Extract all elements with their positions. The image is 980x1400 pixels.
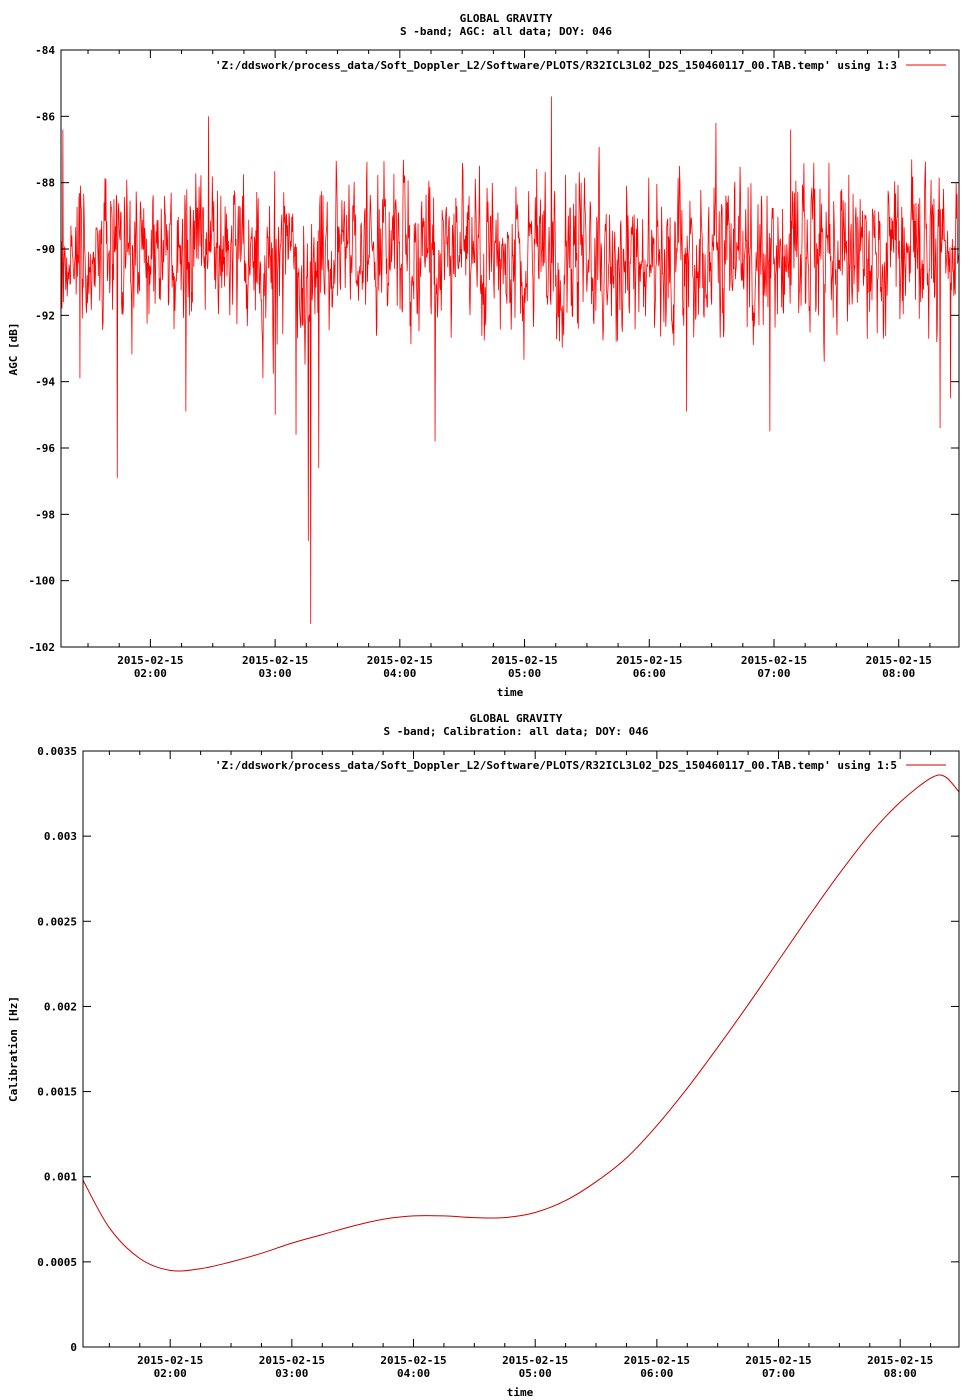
agc-x-tick-time: 08:00 xyxy=(882,667,915,680)
calibration-x-tick-date: 2015-02-15 xyxy=(745,1354,811,1367)
calibration-plot-frame xyxy=(82,750,960,1348)
calibration-x-tick-time: 08:00 xyxy=(884,1367,917,1380)
agc-chart-subtitle: S -band; AGC: all data; DOY: 046 xyxy=(400,25,612,38)
agc-x-tick-date: 2015-02-15 xyxy=(741,654,807,667)
calibration-y-tick-label: 0 xyxy=(70,1341,77,1354)
calibration-x-tick-date: 2015-02-15 xyxy=(137,1354,203,1367)
agc-y-tick-label: -84 xyxy=(35,44,55,57)
calibration-series-line xyxy=(82,774,960,1272)
calibration-x-tick-date: 2015-02-15 xyxy=(867,1354,933,1367)
calibration-x-tick-date: 2015-02-15 xyxy=(624,1354,690,1367)
agc-legend: 'Z:/ddswork/process_data/Soft_Doppler_L2… xyxy=(215,59,946,72)
calibration-x-tick-date: 2015-02-15 xyxy=(380,1354,446,1367)
agc-y-axis: -84 -86 -88 -90 -92 -94 -96 -98 -100 -102 xyxy=(29,44,959,654)
calibration-y-tick-label: 0.0005 xyxy=(37,1256,77,1269)
agc-y-tick-label: -102 xyxy=(29,641,56,654)
agc-y-tick-label: -90 xyxy=(35,243,55,256)
calibration-x-tick-time: 03:00 xyxy=(275,1367,308,1380)
agc-legend-label: 'Z:/ddswork/process_data/Soft_Doppler_L2… xyxy=(215,59,897,72)
agc-x-axis: 2015-02-1502:002015-02-1503:002015-02-15… xyxy=(87,50,932,680)
agc-y-tick-label: -88 xyxy=(35,177,55,190)
calibration-chart-subtitle: S -band; Calibration: all data; DOY: 046 xyxy=(384,725,649,738)
calibration-chart: GLOBAL GRAVITY S -band; Calibration: all… xyxy=(7,712,960,1399)
agc-x-tick-time: 03:00 xyxy=(259,667,292,680)
calibration-y-tick-label: 0.0015 xyxy=(37,1086,77,1099)
calibration-series-group xyxy=(82,774,960,1272)
agc-x-axis-label: time xyxy=(497,686,524,699)
agc-x-tick-time: 02:00 xyxy=(134,667,167,680)
agc-y-tick-label: -92 xyxy=(35,309,55,322)
calibration-x-axis-label: time xyxy=(507,1386,534,1399)
calibration-x-axis: 2015-02-1502:002015-02-1503:002015-02-15… xyxy=(108,751,933,1380)
calibration-x-tick-time: 05:00 xyxy=(519,1367,552,1380)
agc-y-tick-label: -96 xyxy=(35,442,55,455)
calibration-y-tick-label: 0.002 xyxy=(44,1000,77,1013)
agc-y-axis-label: AGC [dB] xyxy=(7,323,20,376)
agc-x-tick-time: 05:00 xyxy=(508,667,541,680)
calibration-y-tick-label: 0.003 xyxy=(44,830,77,843)
agc-x-tick-date: 2015-02-15 xyxy=(367,654,433,667)
calibration-y-axis-label: Calibration [Hz] xyxy=(7,996,20,1102)
agc-plot-frame xyxy=(60,49,960,648)
calibration-x-tick-time: 04:00 xyxy=(397,1367,430,1380)
calibration-y-tick-label: 0.001 xyxy=(44,1171,77,1184)
agc-y-tick-label: -86 xyxy=(35,110,55,123)
calibration-x-tick-time: 06:00 xyxy=(640,1367,673,1380)
calibration-y-tick-label: 0.0025 xyxy=(37,915,77,928)
agc-y-tick-label: -94 xyxy=(35,376,55,389)
agc-x-tick-date: 2015-02-15 xyxy=(491,654,557,667)
agc-chart-title: GLOBAL GRAVITY xyxy=(460,12,553,25)
agc-x-tick-date: 2015-02-15 xyxy=(866,654,932,667)
calibration-x-tick-date: 2015-02-15 xyxy=(502,1354,568,1367)
agc-chart: GLOBAL GRAVITY S -band; AGC: all data; D… xyxy=(7,12,960,699)
calibration-x-tick-time: 02:00 xyxy=(154,1367,187,1380)
agc-x-tick-date: 2015-02-15 xyxy=(242,654,308,667)
agc-series-group xyxy=(60,96,960,624)
agc-x-tick-time: 04:00 xyxy=(383,667,416,680)
agc-y-tick-label: -100 xyxy=(29,575,56,588)
calibration-legend-label: 'Z:/ddswork/process_data/Soft_Doppler_L2… xyxy=(215,759,897,772)
calibration-x-tick-date: 2015-02-15 xyxy=(259,1354,325,1367)
agc-x-tick-date: 2015-02-15 xyxy=(616,654,682,667)
calibration-legend: 'Z:/ddswork/process_data/Soft_Doppler_L2… xyxy=(215,759,946,772)
agc-y-tick-label: -98 xyxy=(35,508,55,521)
calibration-x-tick-time: 07:00 xyxy=(762,1367,795,1380)
agc-x-tick-time: 06:00 xyxy=(633,667,666,680)
calibration-y-tick-label: 0.0035 xyxy=(37,745,77,758)
agc-x-tick-date: 2015-02-15 xyxy=(117,654,183,667)
agc-series-line xyxy=(60,96,960,624)
calibration-y-axis: 0 0.0005 0.001 0.0015 0.002 0.0025 0.003 0.0035 xyxy=(37,745,959,1354)
agc-x-tick-time: 07:00 xyxy=(757,667,790,680)
calibration-chart-title: GLOBAL GRAVITY xyxy=(470,712,563,725)
